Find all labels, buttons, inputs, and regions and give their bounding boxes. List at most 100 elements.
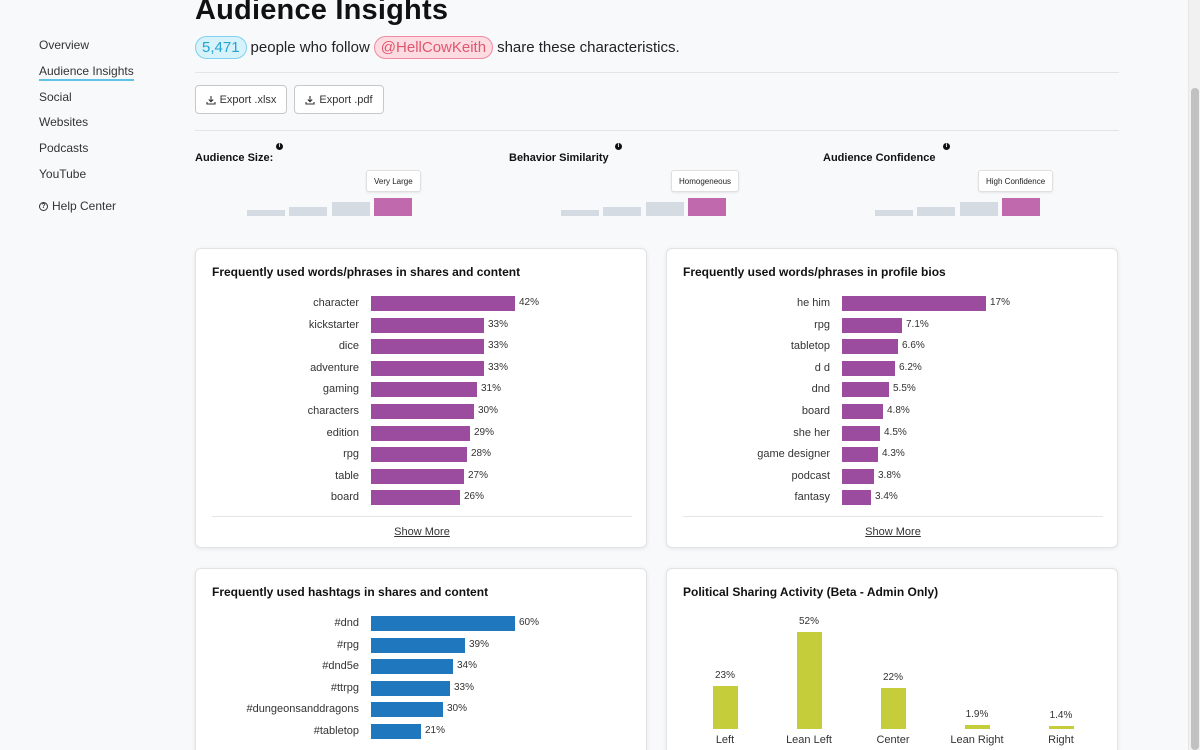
info-icon[interactable]: i: [615, 143, 622, 150]
handle-badge: @HellCowKeith: [373, 36, 494, 59]
vertical-scrollbar[interactable]: [1188, 0, 1200, 750]
bar: [371, 425, 470, 441]
download-icon: [305, 95, 315, 105]
sidebar-item-podcasts[interactable]: Podcasts: [39, 141, 89, 155]
info-icon[interactable]: i: [276, 143, 283, 150]
card-divider: [212, 516, 632, 517]
bar-value: 21%: [425, 725, 446, 736]
info-icon[interactable]: i: [943, 143, 950, 150]
bar-label: #ttrpg: [330, 681, 359, 694]
help-center-link[interactable]: ? Help Center: [39, 199, 116, 213]
bar: [371, 680, 450, 696]
bar-row: she her 4.5%: [667, 425, 1117, 442]
column-value: 1.4%: [1049, 710, 1073, 721]
bar-value: 3.8%: [878, 469, 901, 481]
bar-row: table 27%: [196, 468, 646, 485]
bar-row: gaming 31%: [196, 382, 646, 398]
metric-badge: High Confidence: [978, 170, 1054, 192]
bar: [371, 490, 460, 506]
bar: [371, 659, 453, 675]
hashtags-card: Frequently used hashtags in shares and c…: [195, 568, 647, 750]
bar-row: podcast 3.8%: [667, 468, 1117, 485]
metric-label: Audience Size:: [195, 152, 274, 164]
bar: [371, 404, 474, 419]
bar: [842, 317, 902, 333]
column-category: Right: [1048, 734, 1074, 746]
bar: [842, 339, 898, 355]
bar-row: board 26%: [196, 490, 646, 506]
bar-row: he him 17%: [667, 296, 1117, 312]
bar: [371, 637, 465, 653]
metric-audience-size: Audience Size: i Very Large: [195, 140, 435, 220]
sidebar-item-social[interactable]: Social: [39, 90, 72, 104]
sidebar-item-youtube[interactable]: YouTube: [39, 167, 87, 181]
header-divider: [195, 72, 1119, 73]
bar: [371, 339, 484, 355]
bar-value: 30%: [478, 405, 499, 416]
card-title: Frequently used words/phrases in shares …: [212, 265, 521, 279]
bar-label: character: [313, 297, 359, 309]
bar-value: 6.6%: [902, 340, 925, 352]
sidebar-item-audience-insights[interactable]: Audience Insights: [39, 64, 134, 81]
subtitle-text-after: share these characteristics.: [497, 39, 680, 56]
bar: [371, 296, 515, 311]
sidebar-item-overview[interactable]: Overview: [39, 38, 90, 52]
meter-bar: [875, 210, 913, 216]
bio-words-card: Frequently used words/phrases in profile…: [666, 248, 1118, 548]
bar-row: rpg 28%: [196, 447, 646, 463]
bar-label: characters: [307, 405, 359, 417]
bar: [371, 702, 443, 718]
bar-value: 33%: [488, 340, 509, 352]
bar-row: #tabletop 21%: [196, 724, 646, 740]
column-bar: [964, 725, 990, 729]
bar: [371, 447, 467, 463]
meter-bar: [960, 202, 998, 216]
page-subtitle: 5,471 people who follow @HellCowKeith sh…: [195, 36, 680, 59]
export-xlsx-label: Export .xlsx: [219, 93, 277, 106]
column-value: 52%: [798, 616, 819, 627]
bar-row: kickstarter 33%: [196, 317, 646, 334]
bar-label: edition: [326, 426, 359, 439]
meter-bar: [917, 207, 955, 216]
column-bar: [1048, 726, 1074, 729]
bar-value: 3.4%: [875, 491, 898, 503]
bar-label: game designer: [757, 448, 830, 461]
bar: [371, 724, 421, 739]
bar-row: board 4.8%: [667, 404, 1117, 420]
metric-audience-confidence: Audience Confidence i High Confidence: [823, 140, 1063, 220]
bar-value: 42%: [519, 297, 540, 308]
bar-row: edition 29%: [196, 425, 646, 442]
scrollbar-thumb[interactable]: [1191, 88, 1199, 750]
column-value: 22%: [882, 672, 903, 683]
toolbar-divider: [195, 130, 1119, 131]
meter-bar: [603, 207, 641, 216]
bar-label: #dnd5e: [322, 660, 359, 673]
bar: [371, 616, 515, 631]
sidebar-item-websites[interactable]: Websites: [39, 115, 89, 129]
bar-row: characters 30%: [196, 404, 646, 420]
bar-value: 4.8%: [887, 405, 910, 416]
bar-value: 5.5%: [893, 383, 916, 395]
show-more-link[interactable]: Show More: [394, 526, 450, 538]
card-title: Frequently used words/phrases in profile…: [683, 265, 946, 279]
bar-value: 4.5%: [884, 426, 907, 438]
show-more-link[interactable]: Show More: [865, 526, 921, 538]
bar-value: 33%: [454, 681, 475, 693]
bar-label: #rpg: [336, 638, 359, 651]
bar-value: 29%: [474, 426, 495, 438]
bar: [371, 468, 464, 484]
export-pdf-button[interactable]: Export .pdf: [294, 85, 384, 114]
column-bar: [880, 688, 906, 729]
metric-label: Behavior Similarity: [509, 152, 609, 164]
bar-label: #tabletop: [313, 725, 359, 737]
bar: [371, 360, 484, 376]
bar: [842, 425, 880, 441]
bar-label: board: [330, 491, 359, 504]
metric-behavior-similarity: Behavior Similarity i Homogeneous: [509, 140, 749, 220]
meter-bar-active: [374, 198, 412, 216]
bar-label: tabletop: [790, 340, 830, 353]
bar-label: podcast: [791, 469, 830, 482]
bar-value: 30%: [447, 703, 468, 715]
export-xlsx-button[interactable]: Export .xlsx: [195, 85, 287, 114]
